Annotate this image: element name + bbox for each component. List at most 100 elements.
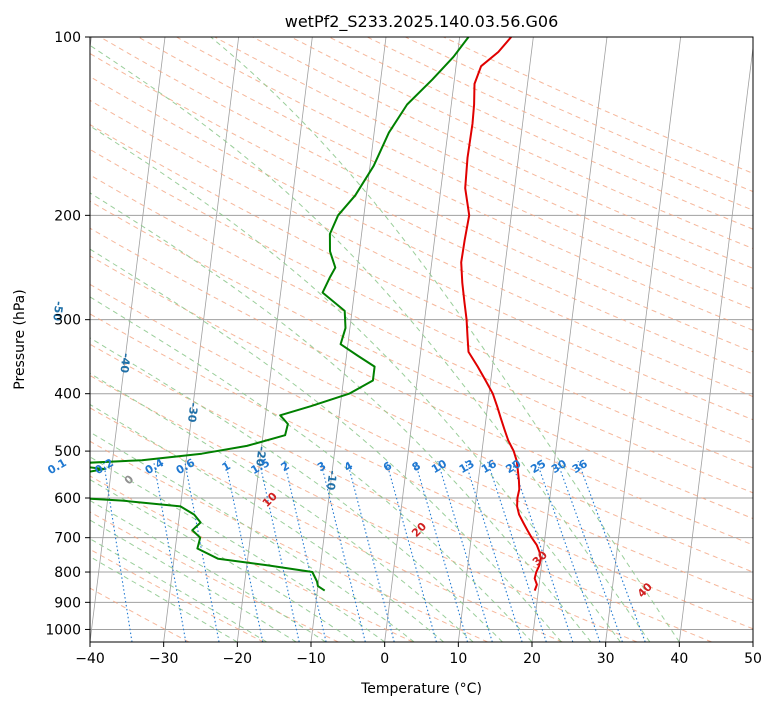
dry-adiabat [214, 37, 753, 290]
x-axis-label: Temperature (°C) [360, 681, 482, 697]
y-tick-label: 700 [54, 531, 81, 547]
mixing-ratio-line [437, 461, 493, 642]
dry-adiabat [90, 343, 712, 642]
dry-adiabat [443, 37, 753, 174]
temperature-line [460, 37, 542, 591]
moist-adiabat [210, 37, 680, 642]
moist-adiabat [90, 296, 533, 642]
isotherm-line [384, 37, 461, 642]
y-tick-label: 500 [54, 444, 81, 460]
moist-adiabat [90, 337, 503, 642]
moist-adiabat [90, 519, 297, 642]
moist-adiabat [90, 192, 592, 642]
x-tick-label: 10 [449, 651, 467, 667]
y-tick-label: 100 [54, 30, 81, 46]
dry-adiabat [367, 37, 753, 211]
moist-adiabat-label: 0 [122, 472, 137, 487]
mixing-ratio-label: 8 [410, 459, 423, 474]
mixing-ratio-label: 36 [570, 457, 590, 476]
isotherm-line [605, 37, 682, 642]
moist-adiabat [90, 125, 621, 642]
dewpoint-line [90, 37, 470, 592]
axes: −40 −30 −20 −10 0 10 20 30 40 50 100 200 300 400 500 60… [45, 30, 762, 667]
dry-adiabat [90, 407, 563, 642]
mixing-ratio-label: 16 [479, 457, 499, 476]
dry-adiabat [90, 313, 753, 630]
moist-adiabat [90, 44, 651, 642]
plot-frame [89, 36, 754, 643]
mixing-ratio-line [385, 461, 437, 642]
mixing-ratio-label: 30 [549, 457, 569, 476]
isotherm-line [457, 37, 534, 642]
dry-adiabat [90, 511, 339, 642]
mixing-ratio-line [57, 461, 82, 642]
moist-adiabat [90, 499, 326, 642]
moist-adiabat [90, 538, 268, 642]
isotherm-label: -50 [50, 300, 65, 322]
x-tick-label: 20 [523, 651, 541, 667]
x-tick-label: −10 [296, 651, 326, 667]
dry-adiabat [328, 37, 753, 230]
moist-adiabat [90, 403, 444, 642]
moist-adiabat [90, 248, 562, 642]
moist-adiabat-label: 20 [409, 520, 429, 540]
dry-adiabat [90, 255, 753, 573]
dry-adiabat [90, 124, 753, 445]
dry-adiabat [90, 475, 414, 642]
chart-title: wetPf2_S233.2025.140.03.56.G06 [285, 12, 559, 32]
dry-adiabat [90, 99, 753, 421]
y-tick-label: 600 [54, 491, 81, 507]
y-tick-label: 800 [54, 565, 81, 581]
isotherm-label: -10 [324, 470, 339, 492]
mixing-ratio-line [102, 461, 133, 642]
y-tick-label: 1000 [45, 622, 81, 638]
x-tick-label: −30 [149, 651, 179, 667]
dry-adiabat [90, 76, 753, 398]
mixing-ratio-label: 1 [220, 459, 233, 474]
mixing-ratio-line [224, 461, 264, 642]
y-axis-label: Pressure (hPa) [12, 289, 28, 389]
moist-adiabat [90, 431, 415, 642]
mixing-ratio-line [464, 461, 523, 642]
y-tick-label: 300 [54, 313, 81, 329]
isotherm-line [236, 37, 313, 642]
inline-labels: -100-90-80-70-60-50-40-30-20-100.10.20.4… [45, 300, 655, 600]
x-tick-label: −40 [75, 651, 105, 667]
mixing-ratio-label: 4 [342, 459, 355, 474]
dry-adiabat [90, 227, 753, 546]
x-tick-label: −20 [223, 651, 253, 667]
moist-adiabat [90, 372, 474, 642]
isotherm-line [90, 37, 166, 642]
mixing-ratio-line [258, 461, 300, 642]
mixing-ratio-line [283, 461, 327, 642]
mixing-ratio-line [153, 461, 187, 642]
x-tick-label: 50 [744, 651, 762, 667]
x-tick-label: 40 [670, 651, 688, 667]
mixing-ratio-line [577, 461, 646, 642]
dry-adiabat [99, 37, 753, 353]
dry-adiabat [90, 283, 753, 601]
moist-adiabat-label: 10 [260, 490, 280, 510]
isotherm-label: -30 [185, 402, 200, 424]
mixing-ratio-line [346, 461, 395, 642]
isotherm-label: -20 [253, 446, 268, 468]
dry-adiabat [90, 174, 753, 494]
dry-adiabat [90, 148, 753, 469]
mixing-ratio-label: 20 [504, 457, 524, 476]
moist-adiabat-label: 40 [635, 580, 655, 600]
moist-adiabat [90, 456, 385, 642]
mixing-ratio-label: 6 [381, 459, 394, 474]
y-tick-label: 400 [54, 387, 81, 403]
y-tick-label: 200 [54, 208, 81, 224]
mixing-ratio-label: 2 [279, 459, 292, 474]
mixing-ratio-label: 13 [457, 457, 477, 476]
mixing-ratio-line [414, 461, 469, 642]
isotherm-line [752, 638, 753, 642]
x-tick-label: 30 [597, 651, 615, 667]
isotherm-line [163, 37, 240, 642]
mixing-ratio-line [320, 461, 366, 642]
dry-adiabat [90, 440, 488, 642]
moist-adiabat [90, 556, 238, 642]
dry-adiabat [90, 548, 264, 642]
